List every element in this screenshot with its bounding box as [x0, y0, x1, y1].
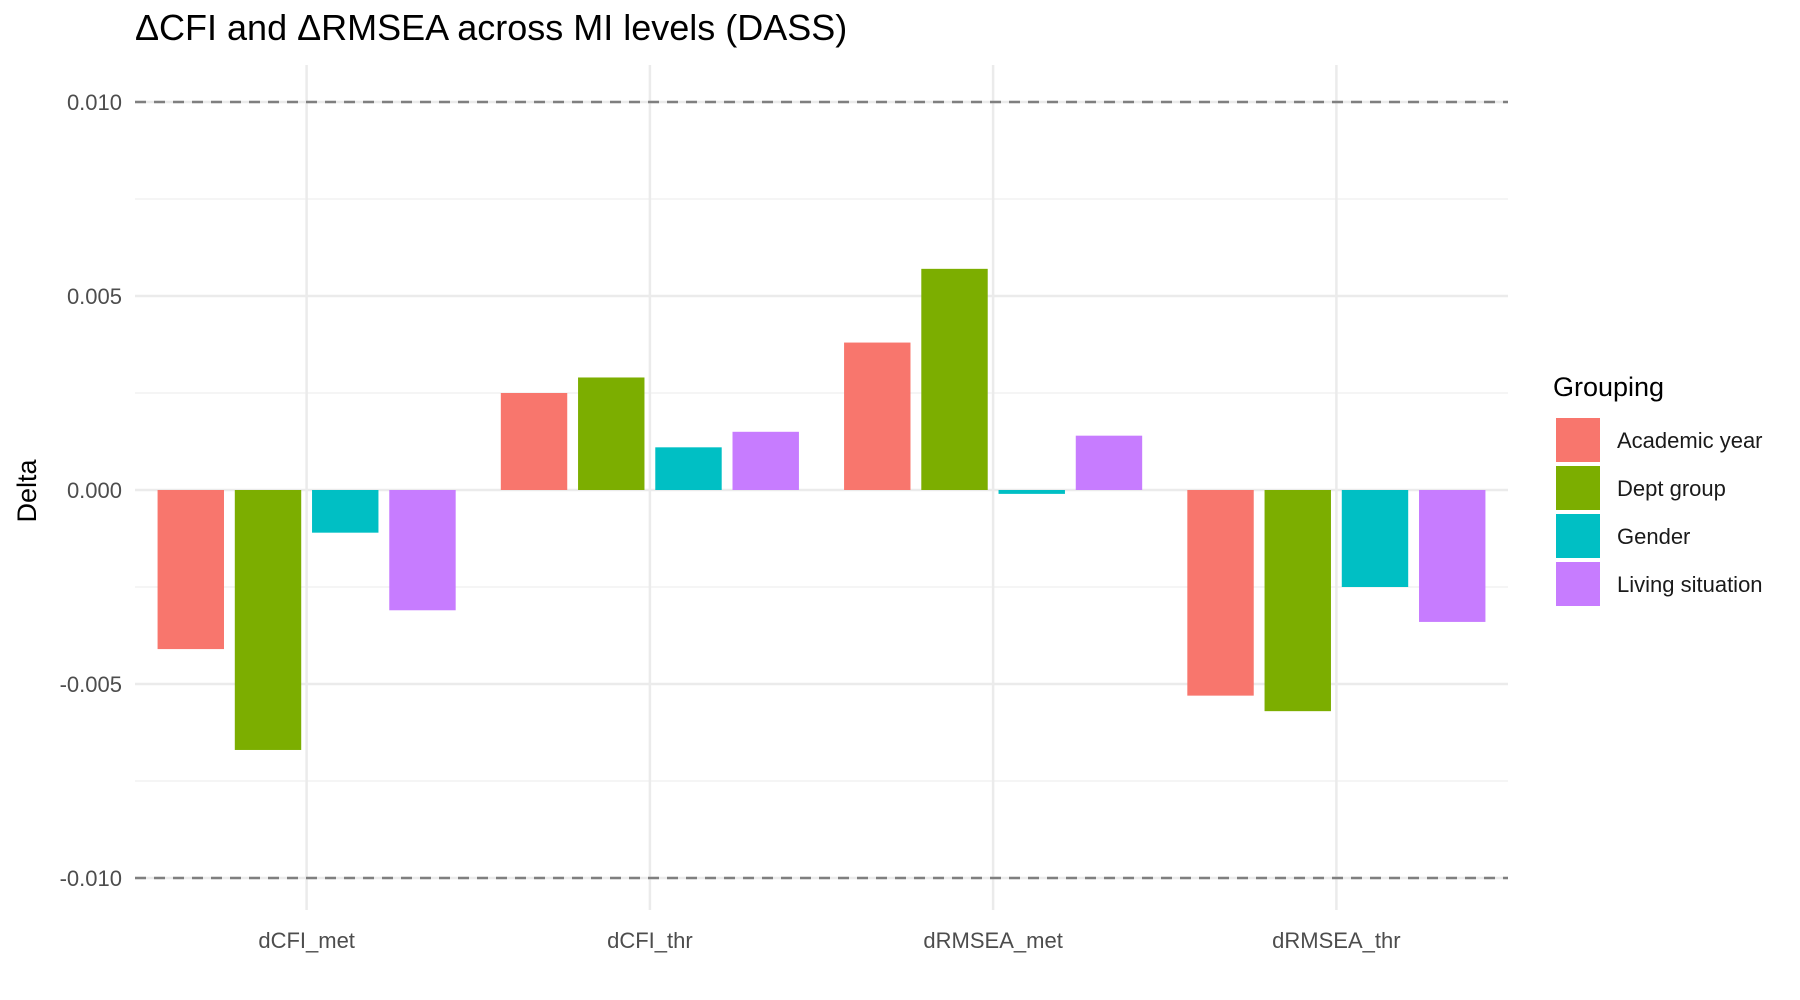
- legend-label: Living situation: [1617, 572, 1763, 597]
- bar: [921, 268, 988, 490]
- y-tick-label: -0.010: [60, 866, 122, 891]
- legend-label: Gender: [1617, 524, 1690, 549]
- bar: [1419, 490, 1486, 622]
- x-tick-label: dCFI_thr: [607, 928, 693, 953]
- x-axis-ticks: dCFI_met dCFI_thr dRMSEA_met dRMSEA_thr: [258, 928, 1400, 953]
- y-tick-label: 0.010: [67, 90, 122, 115]
- bar: [157, 490, 224, 650]
- x-tick-label: dRMSEA_thr: [1272, 928, 1400, 953]
- legend-swatch: [1556, 466, 1600, 510]
- bar: [1341, 490, 1409, 587]
- y-axis-ticks: -0.010 -0.005 0.000 0.005 0.010: [60, 90, 122, 891]
- bar: [655, 447, 722, 490]
- y-tick-label: 0.005: [67, 284, 122, 309]
- bars: [157, 268, 1486, 750]
- y-tick-label: 0.000: [67, 478, 122, 503]
- reference-lines: [135, 100, 1508, 880]
- legend-label: Dept group: [1617, 476, 1726, 501]
- bar: [312, 490, 379, 533]
- chart-title: ΔCFI and ΔRMSEA across MI levels (DASS): [135, 7, 847, 48]
- bar: [1075, 435, 1143, 490]
- grid-lines: [135, 65, 1508, 910]
- legend-swatch: [1556, 418, 1600, 462]
- y-tick-label: -0.005: [60, 672, 122, 697]
- bar: [578, 377, 645, 490]
- legend-swatch: [1556, 514, 1600, 558]
- bar: [998, 490, 1065, 494]
- legend-label: Academic year: [1617, 428, 1763, 453]
- x-tick-label: dRMSEA_met: [923, 928, 1062, 953]
- y-axis-title: Delta: [12, 459, 42, 523]
- legend-swatch: [1556, 562, 1600, 606]
- bar: [844, 342, 911, 490]
- bar: [1187, 490, 1254, 696]
- x-tick-label: dCFI_met: [258, 928, 355, 953]
- legend: Grouping Academic year Dept group Gender Li…: [1553, 372, 1763, 606]
- legend-title: Grouping: [1553, 372, 1664, 402]
- bar: [389, 490, 456, 611]
- bar: [732, 431, 799, 490]
- bar: [234, 490, 302, 750]
- bar: [500, 393, 568, 490]
- bar: [1264, 490, 1331, 712]
